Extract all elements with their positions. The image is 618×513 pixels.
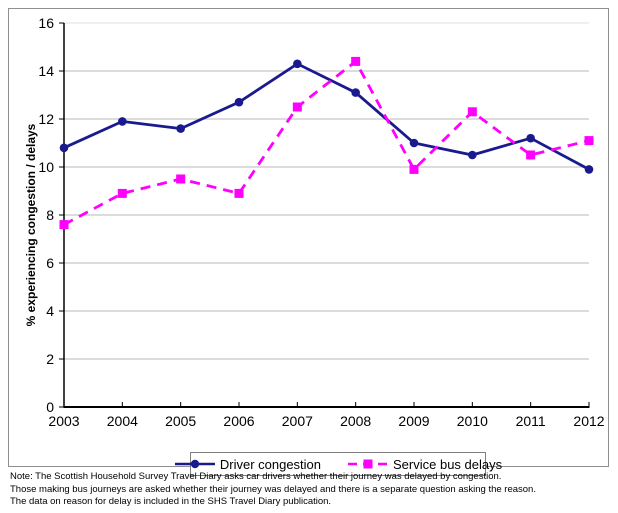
legend-item-service-bus-delays: Service bus delays [347, 457, 502, 472]
data-point-marker [584, 165, 594, 174]
data-point-marker [526, 150, 536, 160]
legend-label-service-bus-delays: Service bus delays [393, 456, 503, 472]
data-point-marker [584, 136, 594, 146]
y-tick-label: 16 [38, 15, 54, 31]
chart-plot-canvas [59, 22, 594, 408]
data-point-marker [409, 164, 419, 174]
x-tick-label: 2010 [456, 413, 488, 429]
x-tick-label: 2012 [573, 413, 605, 429]
y-tick-label: 10 [38, 159, 54, 175]
series-line-service-bus-delays [63, 59, 590, 226]
x-tick-label: 2003 [48, 413, 80, 429]
data-point-marker [526, 133, 535, 143]
y-tick-label: 12 [38, 111, 54, 127]
x-tick-label: 2009 [398, 413, 430, 429]
y-tick-label: 14 [38, 63, 54, 79]
series-line-driver-congestion [63, 62, 590, 171]
y-tick-label: 8 [46, 207, 54, 223]
data-point-marker [234, 188, 244, 198]
x-tick-label: 2007 [281, 413, 313, 429]
y-tick-label: 2 [46, 351, 54, 367]
data-point-marker [59, 143, 69, 153]
x-tick-label: 2008 [340, 413, 372, 429]
data-point-marker [292, 102, 302, 112]
data-point-marker [176, 124, 185, 133]
data-point-marker [409, 138, 419, 148]
legend-label-driver-congestion: Driver congestion [219, 456, 322, 472]
data-point-marker [176, 174, 186, 184]
x-tick-label: 2006 [223, 413, 255, 429]
chart-frame: 0 2 4 6 8 10 12 14 16 2003 2004 2005 2006 2007 2008 200… [8, 8, 609, 476]
data-point-marker [351, 56, 361, 66]
footnote-block: Note: The Scottish Household Survey Trav… [10, 471, 610, 509]
data-point-marker [117, 188, 127, 198]
data-point-marker [59, 220, 69, 230]
footnote-line: The data on reason for delay is included… [10, 496, 332, 507]
footnote-line: Those making bus journeys are asked whet… [10, 483, 536, 495]
y-tick-label: 4 [46, 303, 54, 319]
y-tick-label: 6 [46, 255, 54, 271]
data-point-marker [118, 117, 127, 126]
legend-marker-driver-congestion-icon [174, 459, 215, 469]
legend-item-driver-congestion: Driver congestion [174, 457, 321, 472]
y-axis-title: % experiencing congestion / delays [24, 123, 38, 327]
data-point-marker [467, 107, 477, 117]
x-tick-label: 2004 [106, 413, 138, 429]
legend-marker-service-bus-delays-icon [348, 459, 389, 469]
chart-legend: Driver congestion Service bus delays [174, 452, 502, 476]
footnote-line: Note: The Scottish Household Survey Trav… [10, 471, 502, 482]
x-tick-label: 2005 [165, 413, 197, 429]
data-point-marker [234, 97, 244, 107]
x-tick-label: 2011 [515, 413, 546, 429]
data-point-marker [351, 88, 360, 97]
data-point-marker [293, 59, 302, 69]
y-tick-label: 0 [46, 399, 54, 415]
data-point-marker [468, 150, 477, 160]
